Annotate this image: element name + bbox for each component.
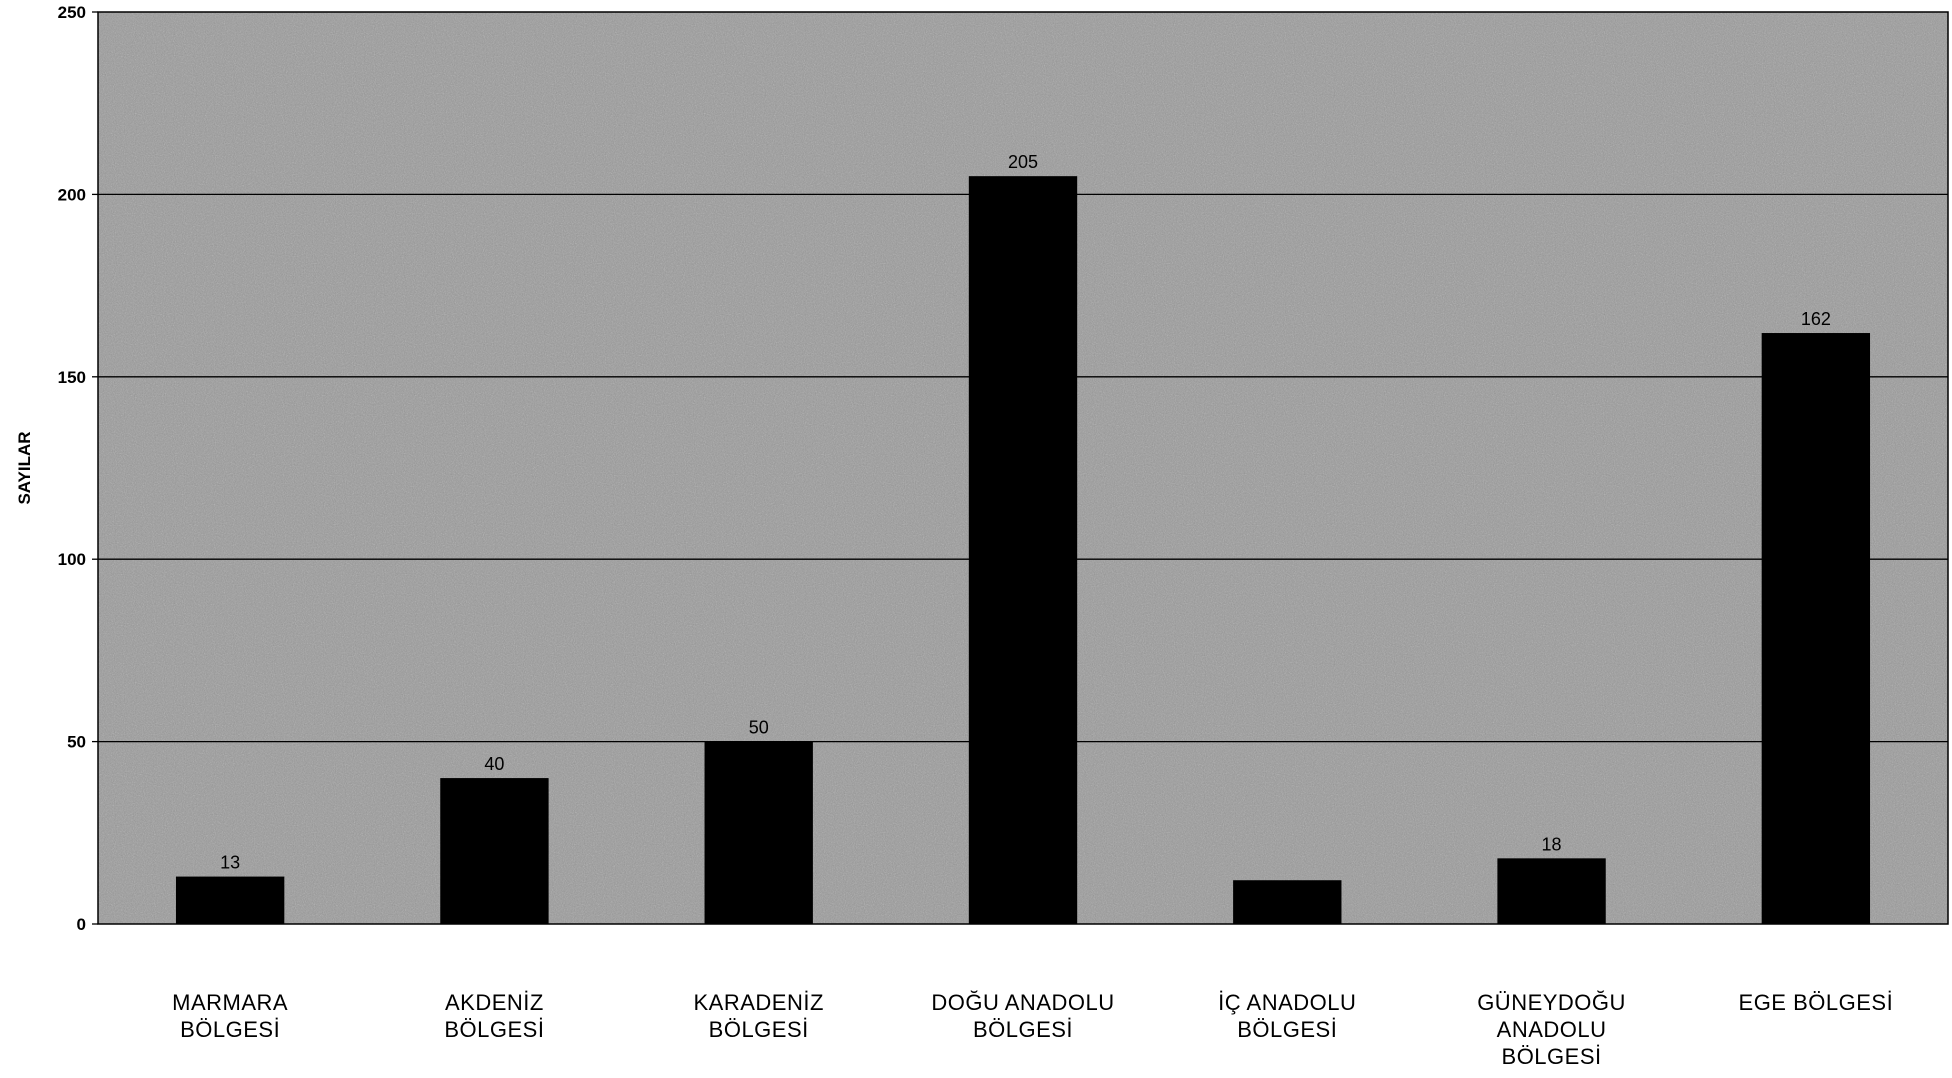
y-tick-label: 0 (77, 915, 86, 934)
data-label: 40 (484, 754, 504, 774)
category-label: DOĞU ANADOLU BÖLGESİ (931, 990, 1114, 1042)
bar (1497, 858, 1606, 924)
bar (704, 741, 813, 924)
y-axis-title: SAYILAR (15, 431, 34, 504)
bar (440, 778, 549, 924)
category-label: AKDENİZ BÖLGESİ (444, 990, 544, 1042)
y-tick-label: 250 (58, 3, 86, 22)
bar (175, 876, 285, 924)
category-label: GÜNEYDOĞU ANADOLU BÖLGESİ (1477, 990, 1626, 1069)
bar (1761, 333, 1871, 924)
category-label: KARADENİZ BÖLGESİ (694, 990, 824, 1042)
y-tick-label: 50 (67, 733, 86, 752)
category-label: MARMARA BÖLGESİ (172, 990, 288, 1042)
bars (175, 176, 1871, 924)
data-label: 18 (1542, 834, 1562, 854)
category-label: İÇ ANADOLU BÖLGESİ (1218, 990, 1356, 1042)
category-label: EGE BÖLGESİ (1739, 990, 1894, 1015)
bar (968, 176, 1078, 924)
y-tick-label: 150 (58, 368, 86, 387)
x-axis-category-labels: MARMARA BÖLGESİ AKDENİZ BÖLGESİ KARADENİZ BÖL… (172, 990, 1893, 1069)
y-axis-ticks: 0 50 100 150 200 250 (58, 3, 98, 934)
data-labels: 13 40 50 205 18 162 (220, 152, 1831, 872)
data-label: 205 (1008, 152, 1038, 172)
data-label: 162 (1801, 309, 1831, 329)
y-tick-label: 200 (58, 185, 86, 204)
data-label: 13 (220, 853, 240, 873)
bar (1233, 880, 1342, 924)
data-label: 50 (749, 718, 769, 738)
y-tick-label: 100 (58, 550, 86, 569)
